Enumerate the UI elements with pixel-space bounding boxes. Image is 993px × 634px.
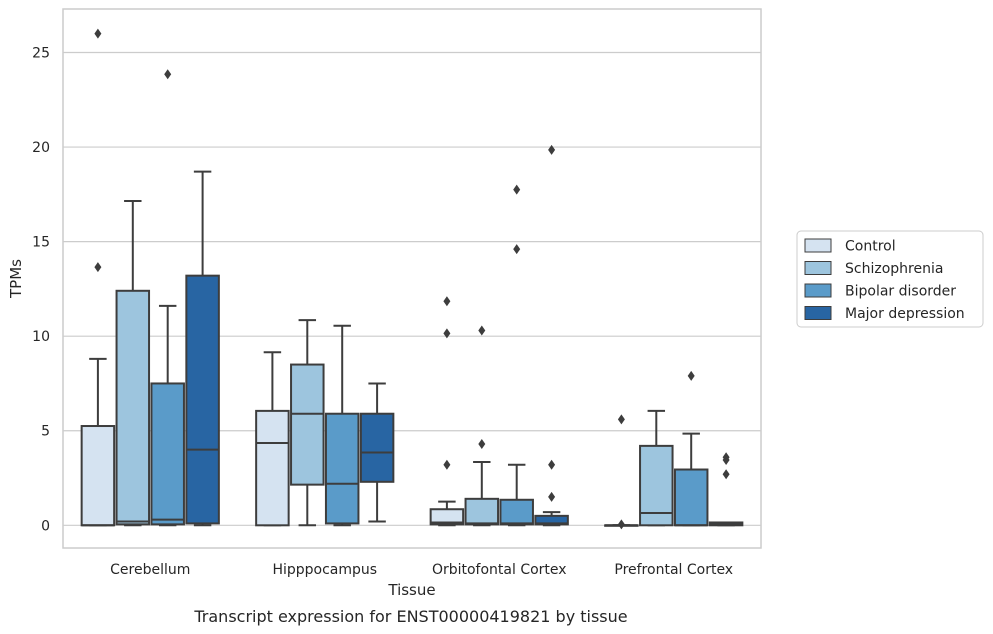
box-bipolar-disorder: [499, 184, 534, 527]
outlier-point: [478, 438, 486, 449]
outlier-point: [513, 244, 521, 255]
box-body: [499, 498, 534, 526]
outlier-point: [548, 491, 556, 502]
legend-swatch: [804, 283, 832, 298]
box-schizophrenia: [115, 199, 151, 527]
y-tick-label: 20: [32, 140, 50, 156]
y-axis-ticks: 0 5 10 15 20 25: [32, 45, 50, 534]
y-tick-label: 25: [32, 45, 50, 61]
legend-swatch: [804, 261, 832, 275]
box-major-depression: [534, 144, 569, 527]
box-body: [359, 412, 395, 483]
outlier-point: [443, 296, 451, 307]
box-body: [115, 289, 151, 526]
legend-entry: Major depression: [845, 306, 965, 322]
legend-swatch: [804, 238, 832, 253]
box-body: [185, 274, 220, 525]
legend-swatch: [804, 306, 832, 320]
outlier-point: [513, 184, 521, 195]
legend-entry: Bipolar disorder: [845, 284, 956, 300]
box-body: [429, 508, 465, 526]
box-major-depression: [359, 382, 395, 523]
box-schizophrenia: [290, 319, 325, 527]
outlier-point: [722, 452, 730, 463]
box-bipolar-disorder: [324, 324, 360, 527]
plot-frame: [62, 8, 762, 549]
outlier-point: [94, 262, 102, 273]
box-bipolar-disorder: [673, 370, 709, 527]
box-body: [290, 363, 325, 486]
chart-caption: Transcript expression for ENST0000041982…: [193, 607, 627, 626]
legend-entry: Schizophrenia: [845, 261, 943, 277]
box-control: [429, 296, 465, 527]
outlier-point: [443, 459, 451, 470]
box-body: [150, 382, 185, 526]
x-tick-label: Hipppocampus: [272, 562, 377, 578]
y-tick-label: 10: [32, 329, 50, 345]
outlier-point: [94, 28, 102, 39]
box-control: [604, 414, 639, 530]
box-major-depression: [708, 452, 744, 527]
legend-entry: Control: [845, 239, 896, 255]
outlier-point: [548, 459, 556, 470]
outlier-point: [548, 144, 556, 155]
y-axis-label: TPMs: [7, 259, 25, 299]
y-tick-label: 15: [32, 235, 50, 251]
box-body: [464, 497, 500, 526]
box-bipolar-disorder: [150, 69, 185, 527]
box-body: [255, 409, 290, 527]
outlier-point: [478, 325, 486, 336]
outlier-point: [617, 414, 625, 425]
box-control: [80, 28, 116, 527]
box-major-depression: [185, 170, 220, 527]
box-schizophrenia: [639, 409, 674, 527]
outlier-point: [722, 469, 730, 480]
outlier-point: [443, 328, 451, 339]
x-axis-label: Tissue: [387, 581, 435, 599]
outlier-point: [617, 519, 625, 530]
box-body: [673, 468, 709, 527]
y-tick-label: 0: [41, 518, 50, 534]
box-control: [255, 351, 290, 527]
box-schizophrenia: [464, 325, 500, 527]
legend-frame: [796, 230, 984, 328]
y-tick-label: 5: [41, 424, 50, 440]
box-body: [324, 412, 360, 525]
x-tick-label: Prefrontal Cortex: [614, 562, 733, 578]
outlier-point: [164, 69, 172, 80]
legend: Control Schizophrenia Bipolar disorder Majo…: [796, 230, 984, 328]
x-tick-label: Orbitofontal Cortex: [432, 562, 567, 578]
x-axis-ticks: Cerebellum Hipppocampus Orbitofontal Corte…: [110, 562, 733, 578]
outlier-point: [687, 370, 695, 381]
x-tick-label: Cerebellum: [110, 562, 190, 578]
box-series: [80, 28, 744, 530]
box-body: [80, 425, 116, 527]
